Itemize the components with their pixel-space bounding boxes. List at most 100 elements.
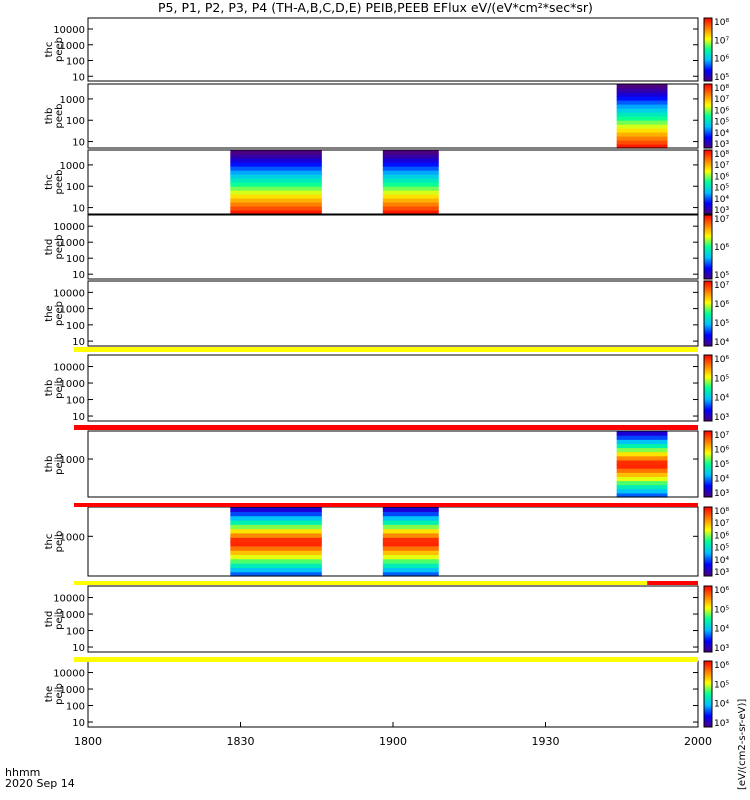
colorbar-thd-peib — [703, 585, 713, 653]
colorbar-the-peeb — [703, 280, 713, 347]
y-axis-label-thb-peib: peib — [54, 453, 65, 475]
panel-frame-thc-peeb — [87, 149, 699, 215]
data-cell-thb-peib-0-6 — [616, 468, 668, 473]
colorbar-tick-label-thb-peib: 10⁴ — [714, 394, 729, 404]
colorbar-tick-label-the-peib: 10³ — [714, 719, 729, 729]
data-cell-thc-peeb-1-3 — [382, 198, 439, 203]
data-cell-thc-peib-0-2 — [230, 563, 322, 568]
data-cell-thc-peib-0-13 — [230, 515, 322, 521]
data-cell-thc-peib-1-3 — [382, 558, 439, 564]
y-axis-label-thc-peib: thc — [44, 534, 55, 550]
x-tick-label: 1900 — [379, 735, 407, 748]
y-axis-label-thc-peeb: thc — [44, 42, 55, 58]
y-tick-label-thd-peib: 1000 — [60, 610, 85, 621]
colorbar-tick-label-thd-peib: 10⁵ — [714, 605, 729, 615]
y-tick-label-thc-peeb: 10000 — [53, 25, 85, 36]
y-axis-label-thd-peeb: thd — [44, 239, 55, 256]
data-cell-thb-peib-0-4 — [616, 476, 668, 482]
colorbar-tick-label-thb-peib: 10⁶ — [714, 446, 729, 456]
y-tick-label-the-peib: 10 — [72, 718, 85, 729]
data-cell-thc-peeb-0-12 — [230, 162, 322, 167]
data-cell-thc-peib-1-7 — [382, 541, 439, 547]
data-cell-thc-peeb-1-15 — [382, 150, 439, 155]
data-cell-thb-peib-0-8 — [616, 459, 668, 465]
y-axis-label-thd-peib: thd — [44, 611, 55, 628]
data-cell-thb-peeb-0-15 — [616, 84, 668, 89]
date-label: 2020 Sep 14 — [5, 777, 75, 790]
data-cell-thb-peib-0-10 — [616, 451, 668, 457]
data-cell-thc-peib-1-4 — [382, 554, 439, 560]
data-cell-thc-peeb-0-8 — [230, 178, 322, 183]
data-cell-thc-peib-0-14 — [230, 511, 322, 517]
y-tick-label-the-peib: 1000 — [60, 685, 85, 696]
colorbar-tick-label-thb-peib: 10⁷ — [714, 431, 729, 441]
colorbar-tick-label-thc-peeb: 10⁸ — [714, 150, 729, 160]
colorbar-thc-peib — [703, 506, 713, 577]
data-cell-thc-peeb-0-4 — [230, 194, 322, 199]
data-cell-thc-peib-0-4 — [230, 554, 322, 560]
y-tick-label-thd-peib: 100 — [66, 627, 85, 638]
y-axis-label-thb-peib: thb — [44, 456, 55, 473]
data-cell-thb-peeb-0-8 — [616, 112, 668, 117]
colorbar-tick-label-thc-peeb: 10⁶ — [714, 172, 729, 182]
data-cell-thb-peeb-0-5 — [616, 124, 668, 129]
colorbar-tick-label-the-peeb: 10⁵ — [714, 319, 729, 329]
data-cell-thc-peib-1-13 — [382, 515, 439, 521]
data-cell-thb-peib-0-11 — [616, 447, 668, 453]
y-axis-label-the-peeb: peeb — [54, 301, 65, 326]
colorbar-tick-label-the-peib: 10⁶ — [714, 661, 729, 671]
data-cell-thc-peib-1-8 — [382, 537, 439, 543]
colorbar-tick-label-thc-peib: 10⁶ — [714, 531, 729, 541]
x-tick-label: 1830 — [227, 735, 255, 748]
flag-bar-1-0 — [74, 425, 698, 430]
y-axis-label-thd-peeb: peeb — [54, 235, 65, 260]
data-cell-thb-peib-0-9 — [616, 455, 668, 461]
data-cell-thb-peeb-0-1 — [616, 140, 668, 145]
colorbar-tick-label-thb-peib: 10⁵ — [714, 460, 729, 470]
colorbar-tick-label-thd-peib: 10⁶ — [714, 586, 729, 596]
data-cell-thc-peib-1-14 — [382, 511, 439, 517]
data-cell-thc-peeb-0-3 — [230, 198, 322, 203]
data-cell-thb-peeb-0-9 — [616, 108, 668, 113]
colorbar-tick-label-thc-peeb: 10³ — [714, 206, 729, 216]
colorbar-tick-label-thb-peeb: 10⁴ — [714, 129, 729, 139]
data-cell-thc-peib-0-10 — [230, 528, 322, 534]
y-tick-label-thb-peeb: 100 — [66, 116, 85, 127]
y-axis-label-thc-peeb: peeb — [54, 37, 65, 62]
y-tick-label-thc-peeb: 100 — [66, 182, 85, 193]
colorbar-tick-label-thc-peeb: 10⁷ — [714, 161, 729, 171]
data-cell-thb-peeb-0-10 — [616, 104, 668, 109]
colorbar-the-peib — [703, 660, 713, 728]
data-cell-thc-peeb-1-4 — [382, 194, 439, 199]
y-axis-label-thb-peib: thb — [44, 380, 55, 397]
colorbar-tick-label-the-peeb: 10⁶ — [714, 300, 729, 310]
data-cell-thc-peeb-1-2 — [382, 202, 439, 207]
colorbar-tick-label-the-peib: 10⁵ — [714, 680, 729, 690]
y-axis-label-thc-peib: peib — [54, 531, 65, 553]
data-cell-thb-peeb-0-11 — [616, 100, 668, 105]
data-cell-thc-peeb-0-9 — [230, 174, 322, 179]
y-axis-label-thb-peib: peib — [54, 377, 65, 399]
panel-frame-thd-peib — [87, 585, 699, 653]
colorbar-tick-label-thc-peib: 10⁵ — [714, 544, 729, 554]
data-cell-thb-peib-0-12 — [616, 443, 668, 449]
data-cell-thb-peib-0-3 — [616, 480, 668, 486]
data-cell-thc-peib-0-11 — [230, 524, 322, 530]
data-cell-thb-peeb-0-3 — [616, 132, 668, 137]
flag-bar-3-1 — [647, 581, 698, 585]
colorbar-thc-peeb — [703, 149, 713, 215]
colorbar-thb-peib — [703, 430, 713, 498]
data-cell-thc-peeb-1-10 — [382, 170, 439, 175]
y-tick-label-thd-peib: 10000 — [53, 594, 85, 605]
data-cell-thc-peib-0-5 — [230, 550, 322, 556]
colorbar-tick-label-thb-peeb: 10⁶ — [714, 106, 729, 116]
data-cell-thc-peeb-0-1 — [230, 206, 322, 211]
colorbar-tick-label-thc-peeb: 10⁵ — [714, 73, 729, 83]
colorbar-tick-label-thb-peeb: 10⁸ — [714, 84, 729, 94]
colorbar-tick-label-thb-peib: 10⁵ — [714, 374, 729, 384]
data-cell-thc-peib-0-8 — [230, 537, 322, 543]
panel-frame-the-peib — [87, 660, 699, 728]
y-axis-label-thc-peeb: thc — [44, 174, 55, 190]
colorbar-tick-label-thc-peib: 10⁷ — [714, 519, 729, 529]
